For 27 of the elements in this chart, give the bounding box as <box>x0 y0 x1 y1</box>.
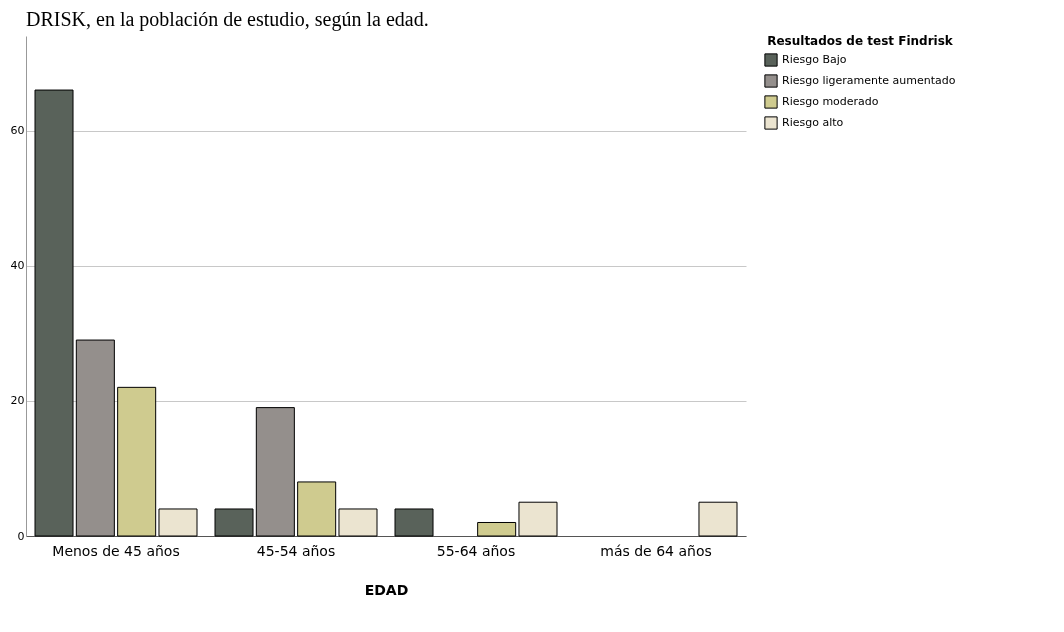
bar <box>158 508 198 537</box>
legend-title: Resultados de test Findrisk <box>767 34 954 48</box>
bar <box>518 501 558 537</box>
y-tick-label: 20 <box>10 394 25 408</box>
bar <box>255 407 295 537</box>
legend-label: Riesgo Bajo <box>782 53 847 66</box>
bar <box>214 508 254 537</box>
bar <box>297 481 337 537</box>
bar <box>338 508 378 537</box>
x-tick-label: más de 64 años <box>600 542 712 559</box>
bar <box>117 386 157 537</box>
y-tick-label: 60 <box>10 124 25 138</box>
x-tick-label: Menos de 45 años <box>52 542 180 559</box>
x-tick-label: 45-54 años <box>256 542 336 559</box>
y-tick-label: 40 <box>10 259 25 273</box>
bar <box>34 89 74 537</box>
x-axis-title: EDAD <box>364 581 409 598</box>
x-tick-label: 55-64 años <box>436 542 516 559</box>
legend-label: Riesgo alto <box>782 116 844 129</box>
legend-label: Riesgo ligeramente aumentado <box>782 74 956 87</box>
bar <box>75 339 115 537</box>
bar <box>477 521 517 537</box>
chart-title: DRISK, en la población de estudio, según la edad. <box>26 8 429 31</box>
legend-label: Riesgo moderado <box>782 95 879 108</box>
bar <box>394 508 434 537</box>
y-tick-label: 0 <box>17 529 25 543</box>
bar <box>698 501 738 537</box>
